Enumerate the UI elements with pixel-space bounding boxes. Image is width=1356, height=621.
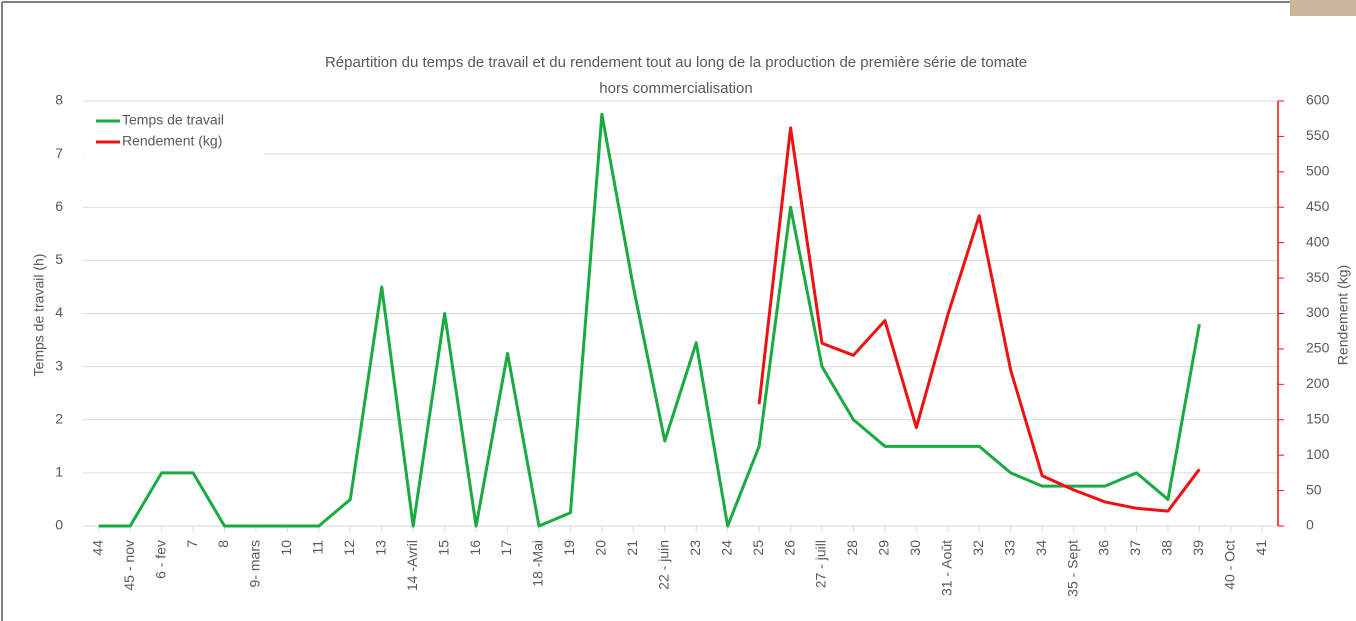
- y2-tick-label: 200: [1306, 375, 1330, 391]
- x-tick-label: 16: [467, 540, 483, 556]
- y2-tick-label: 100: [1306, 446, 1330, 462]
- y2-tick-label: 300: [1306, 304, 1330, 320]
- x-tick-label: 8: [215, 540, 231, 548]
- y-tick-label: 0: [55, 517, 63, 533]
- y-tick-label: 2: [55, 410, 63, 426]
- x-tick-label: 13: [372, 540, 388, 556]
- x-tick-label: 20: [593, 540, 609, 556]
- x-tick-label: 21: [624, 540, 640, 556]
- x-tick-label: 12: [341, 540, 357, 556]
- y-tick-label: 4: [55, 304, 63, 320]
- chart-title: Répartition du temps de travail et du re…: [316, 50, 1036, 102]
- x-tick-label: 9- mars: [247, 540, 263, 587]
- x-tick-label: 11: [310, 540, 326, 555]
- y2-tick-label: 150: [1306, 410, 1330, 426]
- x-tick-label: 28: [844, 540, 860, 556]
- x-tick-label: 29: [876, 540, 892, 556]
- page: Temps de travail (h) Rendement (kg) 0123…: [0, 0, 1356, 621]
- x-tick-label: 39: [1190, 540, 1206, 556]
- x-tick-label: 17: [498, 540, 514, 556]
- x-tick-label: 44: [89, 540, 105, 556]
- y2-axis-label: Rendement (kg): [1335, 265, 1351, 365]
- x-tick-label: 32: [970, 540, 986, 556]
- y2-tick-label: 0: [1306, 517, 1314, 533]
- y2-tick-label: 550: [1306, 127, 1330, 143]
- x-tick-label: 22 - juin: [655, 540, 671, 590]
- x-tick-label: 6 - fev: [152, 540, 168, 579]
- x-tick-label: 30: [907, 540, 923, 556]
- x-tick-label: 26: [781, 540, 797, 556]
- y2-tick-label: 350: [1306, 269, 1330, 285]
- x-tick-label: 7: [184, 540, 200, 548]
- y-axis-label: Temps de travail (h): [31, 254, 47, 377]
- y2-tick-label: 600: [1306, 92, 1330, 108]
- y2-tick-label: 50: [1306, 481, 1322, 497]
- legend-label: Rendement (kg): [122, 133, 222, 149]
- x-tick-label: 19: [561, 540, 577, 556]
- x-tick-label: 31 - Août: [939, 540, 955, 596]
- x-tick-label: 36: [1096, 540, 1112, 556]
- y2-tick-label: 400: [1306, 233, 1330, 249]
- x-tick-label: 27 - juill: [813, 540, 829, 588]
- x-tick-label: 33: [1001, 540, 1017, 556]
- x-tick-label: 10: [278, 540, 294, 556]
- y-tick-label: 6: [55, 198, 63, 214]
- x-tick-label: 37: [1127, 540, 1143, 556]
- x-tick-label: 38: [1159, 540, 1175, 556]
- series-line: [759, 128, 1199, 511]
- y-tick-label: 3: [55, 357, 63, 373]
- y-tick-label: 5: [55, 251, 63, 267]
- y-tick-label: 7: [55, 145, 63, 161]
- x-tick-label: 34: [1033, 540, 1049, 556]
- y2-tick-label: 500: [1306, 163, 1330, 179]
- y2-tick-label: 450: [1306, 198, 1330, 214]
- x-tick-label: 25: [750, 540, 766, 556]
- x-tick-label: 35 - Sept: [1064, 540, 1080, 597]
- y-tick-label: 1: [55, 464, 63, 480]
- photo-corner: [1290, 0, 1356, 16]
- x-tick-label: 45 - nov: [121, 540, 137, 591]
- x-tick-label: 14 -Avril: [404, 540, 420, 591]
- x-tick-label: 41: [1253, 540, 1269, 556]
- series-line: [99, 114, 1200, 526]
- x-tick-label: 23: [687, 540, 703, 556]
- x-tick-label: 18 -Mai: [530, 540, 546, 587]
- legend-label: Temps de travail: [122, 112, 224, 128]
- y-tick-label: 8: [55, 92, 63, 108]
- y2-tick-label: 250: [1306, 340, 1330, 356]
- x-tick-label: 15: [435, 540, 451, 556]
- x-tick-label: 24: [718, 540, 734, 556]
- x-tick-label: 40 - Oct: [1222, 540, 1238, 590]
